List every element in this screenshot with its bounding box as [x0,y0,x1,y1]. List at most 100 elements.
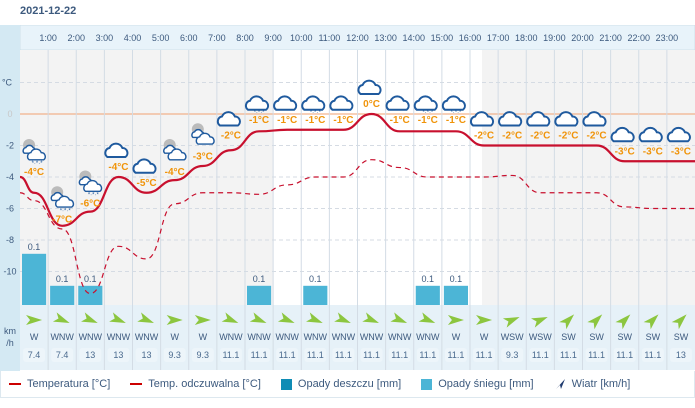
wind-direction-icon [26,315,43,325]
wind-speed-label: 11.1 [307,350,324,360]
moon-cloud-snow-icon: *·*·* [22,139,46,167]
wind-direction-label: WNW [219,332,243,342]
hour-label: 4:00 [124,33,142,43]
temp-label: -1°C [305,115,325,126]
temp-label: -4°C [165,167,185,178]
precip-label: 0.1 [56,274,69,284]
wind-speed-badge [248,348,271,362]
wind-speed-label: 11.1 [448,350,465,360]
temp-label: -5°C [137,178,157,189]
wind-direction-icon [221,312,239,323]
wind-speed-label: 11.1 [644,350,661,360]
temp-label: -3°C [615,146,635,157]
hour-label: 8:00 [236,33,254,43]
temp-label: -2°C [587,131,607,142]
hour-label: 1:00 [39,33,57,43]
wind-direction-icon [615,314,631,330]
temp-label: -3°C [671,146,691,157]
y-tick-label: 0 [7,109,12,119]
wind-speed-label: 13 [676,350,686,360]
cloud-icon [216,111,241,127]
wind-speed-badge [219,348,242,362]
hour-label: 14:00 [402,33,425,43]
hour-label: 3:00 [96,33,114,43]
wind-unit-label: /h [6,338,14,348]
wind-speed-label: 13 [85,350,95,360]
date-heading: 2021-12-22 [20,5,77,17]
wind-direction-label: WNW [107,332,131,342]
cloud-icon [329,95,354,111]
wind-speed-badge [79,348,102,362]
wind-direction-icon [52,312,70,323]
wind-direction-label: SW [589,332,604,342]
hour-label: 20:00 [571,33,594,43]
precip-label: 0.1 [253,274,266,284]
wind-speed-label: 7.4 [56,350,69,360]
wind-speed-badge [107,348,130,362]
temp-label: -1°C [446,115,466,126]
y-tick-label: -2 [6,141,14,151]
hour-label: 15:00 [431,33,454,43]
wind-speed-badge [473,348,496,362]
wind-direction-icon [502,317,520,328]
wind-speed-badge [360,348,383,362]
wind-speed-badge [444,348,467,362]
legend-temp-label: Temperatura [°C] [27,378,111,390]
cloud-icon [104,142,129,158]
wind-direction-icon [418,312,436,323]
wind-direction-label: WNW [135,332,159,342]
wind-direction-icon [306,312,323,323]
cloud-icon [526,111,551,127]
cloud-icon [554,111,579,127]
precip-label: 0.1 [450,274,463,284]
temp-label: -2°C [221,131,241,142]
temp-label: -3°C [643,146,663,157]
wind-direction-label: WNW [416,332,440,342]
legend-wind[interactable]: Wiatr [km/h] [554,378,630,390]
precip-label: 0.1 [309,274,322,284]
cloud-icon [498,111,523,127]
temp-label: -6°C [80,199,100,210]
wind-direction-label: W [452,332,461,342]
cloud-icon [582,111,607,127]
wind-speed-label: 11.1 [616,350,633,360]
wind-speed-badge [613,348,636,362]
hour-label: 22:00 [627,33,650,43]
legend-feels-label: Temp. odczuwalna [°C] [148,378,261,390]
wind-direction-label: WNW [388,332,412,342]
wind-speed-label: 9.3 [168,350,181,360]
wind-unit-label: km [4,326,16,336]
wind-direction-icon [81,312,98,323]
forecast-chart: 1:00 2:00 3:00 4:00 5:00 6:00 7:00 8:00 9:00 10:0… [0,25,695,371]
legend-feels[interactable]: Temp. odczuwalna [°C] [130,378,261,390]
wind-speed-label: 11.1 [223,350,240,360]
wind-speed-label: 11.1 [391,350,408,360]
cloud-icon [273,95,298,111]
svg-text:*·*·*: *·*·* [60,208,72,214]
legend-rain[interactable]: Opady deszczu [mm] [280,378,401,390]
wind-direction-label: W [30,332,39,342]
hour-label: 13:00 [374,33,397,43]
wind-direction-icon [137,312,154,323]
legend-snow[interactable]: Opady śniegu [mm] [421,378,534,390]
temperature-line [19,112,695,227]
y-tick-label: -10 [3,267,16,277]
feels-like-line [19,159,695,295]
wind-speed-badge [416,348,439,362]
moon-cloud-snow-icon: *·*·* [78,170,103,199]
wind-speed-label: 11.1 [251,350,268,360]
temp-label: -2°C [502,131,522,142]
moon-cloud-snow-icon: *·*·* [50,186,75,214]
legend-temp[interactable]: Temperatura [°C] [9,378,110,390]
wind-direction-label: WNW [50,332,74,342]
cloud-icon [610,126,635,143]
wind-direction-icon [447,315,464,325]
wind-direction-label: WNW [332,332,356,342]
wind-direction-icon [362,312,379,323]
svg-text:*·*·*: *·*·* [254,110,266,116]
wind-speed-badge [304,348,327,362]
wind-direction-label: SW [617,332,632,342]
wind-speed-label: 11.1 [279,350,296,360]
wind-direction-icon [109,312,126,323]
wind-speed-label: 11.1 [335,350,352,360]
